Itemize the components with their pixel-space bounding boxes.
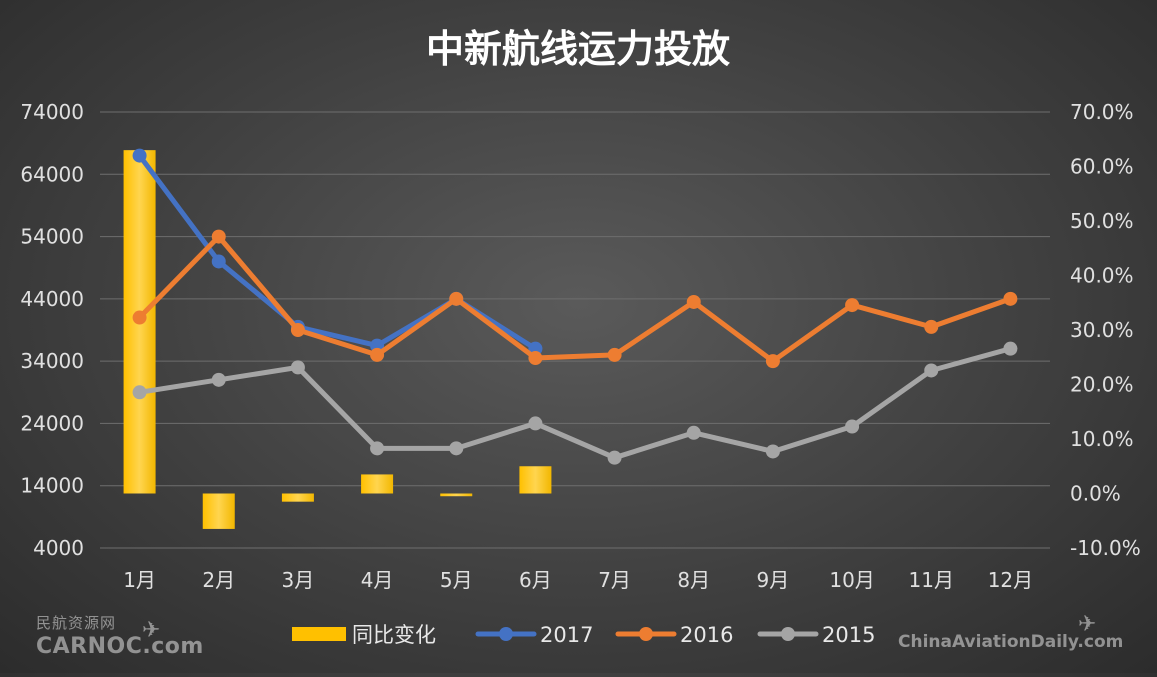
series-point-2017 — [211, 254, 226, 269]
legend-swatch-marker — [639, 627, 653, 641]
legend-label: 同比变化 — [352, 623, 436, 647]
bar-yoy-change — [202, 493, 235, 529]
y-right-tick-label: 10.0% — [1070, 427, 1134, 451]
x-tick-label: 5月 — [440, 568, 473, 592]
y-left-tick-label: 34000 — [20, 349, 84, 373]
x-tick-label: 9月 — [757, 568, 790, 592]
series-point-2017 — [132, 148, 147, 163]
series-point-2016 — [765, 354, 780, 369]
series-point-2016 — [845, 298, 860, 313]
carnoc-watermark: 民航资源网 CARNOC.com — [36, 612, 206, 662]
series-point-2015 — [290, 360, 305, 375]
legend-label: 2015 — [822, 623, 875, 647]
series-point-2016 — [132, 310, 147, 325]
y-right-tick-label: 60.0% — [1070, 155, 1134, 179]
watermark-left-en: CARNOC.com — [36, 634, 204, 659]
y-left-tick-label: 64000 — [20, 162, 84, 186]
plane-icon: ✈ — [1078, 612, 1097, 637]
series-point-2016 — [1003, 291, 1018, 306]
series-point-2015 — [132, 385, 147, 400]
series-point-2016 — [290, 323, 305, 337]
bar-yoy-change — [361, 474, 394, 494]
x-tick-label: 2月 — [202, 568, 235, 592]
x-tick-label: 8月 — [677, 568, 710, 592]
series-point-2015 — [607, 450, 622, 465]
series-point-2015 — [686, 425, 701, 440]
series-line-2016 — [137, 234, 1013, 364]
y-left-tick-label: 74000 — [20, 100, 84, 124]
series-point-2015 — [211, 372, 226, 387]
x-tick-label: 3月 — [282, 568, 315, 592]
y-left-tick-label: 44000 — [20, 287, 84, 311]
legend-label: 2017 — [540, 623, 593, 647]
x-tick-label: 12月 — [988, 568, 1033, 592]
series-point-2016 — [607, 347, 622, 362]
y-left-tick-label: 54000 — [20, 225, 84, 249]
series-point-2015 — [845, 419, 860, 434]
series-point-2016 — [924, 319, 939, 334]
x-tick-label: 10月 — [829, 568, 874, 592]
series-point-2015 — [370, 441, 385, 456]
x-tick-label: 1月 — [123, 568, 156, 592]
bar-yoy-change — [519, 466, 552, 494]
series-line-2017 — [137, 153, 538, 352]
y-left-tick-label: 14000 — [20, 474, 84, 498]
legend-swatch-bar — [292, 627, 346, 641]
bar-yoy-change — [281, 493, 314, 502]
series-point-2015 — [528, 416, 543, 431]
series-point-2016 — [211, 229, 226, 244]
plane-icon: ✈ — [142, 618, 161, 643]
series-point-2015 — [924, 363, 939, 378]
y-right-tick-label: 40.0% — [1070, 264, 1134, 288]
y-left-tick-label: 4000 — [33, 536, 84, 560]
watermark-left-cn: 民航资源网 — [36, 614, 117, 632]
x-tick-label: 7月 — [598, 568, 631, 592]
y-right-tick-label: 70.0% — [1070, 100, 1134, 124]
series-point-2015 — [1003, 341, 1018, 356]
x-tick-label: 6月 — [519, 568, 552, 592]
watermark-right: ChinaAviationDaily.com — [898, 632, 1124, 652]
bar-yoy-change — [440, 493, 473, 497]
series-line-2015 — [137, 346, 1013, 461]
legend-swatch-marker — [781, 627, 795, 641]
chart-title: 中新航线运力投放 — [426, 27, 730, 71]
legend-swatch-marker — [499, 627, 513, 641]
legend-label: 2016 — [680, 623, 733, 647]
x-tick-label: 4月 — [361, 568, 394, 592]
series-point-2016 — [370, 347, 385, 362]
y-right-tick-label: 20.0% — [1070, 373, 1134, 397]
y-right-tick-label: 30.0% — [1070, 318, 1134, 342]
y-right-tick-label: -10.0% — [1070, 536, 1141, 560]
series-point-2016 — [686, 294, 701, 309]
y-right-tick-label: 0.0% — [1070, 482, 1121, 506]
x-tick-label: 11月 — [909, 568, 954, 592]
series-point-2015 — [765, 444, 780, 459]
y-right-tick-label: 50.0% — [1070, 209, 1134, 233]
series-point-2016 — [528, 351, 543, 366]
y-left-tick-label: 24000 — [20, 411, 84, 435]
series-point-2016 — [449, 291, 464, 306]
series-point-2015 — [449, 441, 464, 456]
